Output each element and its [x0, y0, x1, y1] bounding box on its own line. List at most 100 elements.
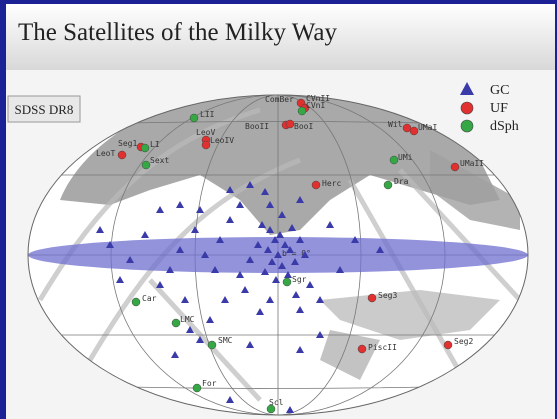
gc-marker [291, 258, 299, 265]
gc-marker [186, 326, 194, 333]
legend-gc [460, 82, 474, 95]
satellite-label: For [202, 379, 217, 388]
gc-marker [166, 266, 174, 273]
gc-marker [246, 181, 254, 188]
legend-uf [460, 101, 474, 115]
gc-marker [376, 246, 384, 253]
gc-marker [278, 262, 286, 269]
gc-marker [176, 201, 184, 208]
dsph-marker [131, 297, 141, 307]
satellite-label: UMaI [418, 123, 437, 132]
satellite-label: ComBer [265, 95, 294, 104]
satellite-label: Herc [322, 179, 341, 188]
satellite-label: LII [200, 110, 215, 119]
badge-text: SDSS DR8 [15, 102, 74, 117]
satellite-label: UMi [398, 153, 413, 162]
satellite-label: UMaII [460, 159, 484, 168]
gc-marker [296, 306, 304, 313]
gc-marker [326, 221, 334, 228]
gc-marker [292, 291, 300, 298]
gc-marker [196, 206, 204, 213]
gc-marker [278, 211, 286, 218]
gc-marker [301, 251, 309, 258]
gc-marker [226, 186, 234, 193]
gc-marker [226, 216, 234, 223]
gc-marker [206, 316, 214, 323]
satellite-label: LeoIV [210, 136, 234, 145]
gc-marker [272, 276, 280, 283]
title-bar [6, 4, 555, 70]
dsph-marker [192, 383, 202, 393]
gc-marker [236, 271, 244, 278]
gc-marker [254, 241, 262, 248]
dsph-marker [389, 155, 399, 165]
uf-marker [311, 180, 321, 190]
uf-marker [450, 162, 460, 172]
gc-marker [256, 308, 264, 315]
gc-marker [156, 206, 164, 213]
gc-marker [274, 251, 282, 258]
dsph-marker [171, 318, 181, 328]
gc-marker [171, 351, 179, 358]
legend-label: UF [490, 101, 508, 116]
badge [7, 95, 81, 123]
gc-marker [306, 281, 314, 288]
gc-marker [351, 236, 359, 243]
satellite-label: Sext [150, 156, 169, 165]
gc-marker [236, 201, 244, 208]
gc-marker [336, 266, 344, 273]
gc-marker [211, 266, 219, 273]
satellite-label: Car [142, 294, 157, 303]
satellite-label: BooII [245, 122, 269, 131]
satellite-label: LI [150, 140, 160, 149]
dsph-marker [266, 404, 276, 414]
gc-marker [201, 251, 209, 258]
gc-marker [141, 231, 149, 238]
gc-marker [268, 258, 276, 265]
gc-marker [216, 236, 224, 243]
dsph-marker [383, 180, 393, 190]
uf-marker [357, 344, 367, 354]
band-label: b = 0° [282, 249, 311, 258]
satellite-label: BooI [294, 122, 313, 131]
gc-marker [281, 241, 289, 248]
satellite-label: LeoT [96, 149, 115, 158]
dsph-marker [297, 106, 307, 116]
uf-marker [285, 119, 295, 129]
gc-marker [246, 256, 254, 263]
gc-marker [266, 226, 274, 233]
gc-marker [246, 341, 254, 348]
gc-marker [316, 331, 324, 338]
satellite-label: Scl [269, 398, 284, 407]
dsph-marker [189, 113, 199, 123]
uf-marker [367, 293, 377, 303]
satellite-label: Seg2 [454, 337, 473, 346]
uf-marker [443, 340, 453, 350]
satellite-label: Seg3 [378, 291, 397, 300]
gc-marker [258, 221, 266, 228]
satellite-label: LeoV [196, 128, 215, 137]
gc-marker [286, 406, 294, 413]
gc-marker [226, 396, 234, 403]
satellite-label: LMC [180, 315, 195, 324]
dsph-marker [141, 160, 151, 170]
uf-marker [201, 140, 211, 150]
dsph-marker [282, 277, 292, 287]
slide-title: The Satellites of the Milky Way [18, 19, 337, 46]
legend-label: dSph [490, 119, 519, 134]
gc-marker [296, 236, 304, 243]
gc-marker [264, 246, 272, 253]
gc-marker [296, 346, 304, 353]
uf-marker [409, 126, 419, 136]
legend-label: GC [490, 83, 509, 98]
legend-dsph [460, 119, 474, 133]
dsph-marker [207, 340, 217, 350]
gc-marker [196, 336, 204, 343]
gc-marker [296, 196, 304, 203]
satellite-label: Dra [394, 177, 409, 186]
gc-marker [221, 296, 229, 303]
gc-marker [241, 286, 249, 293]
gc-marker [126, 256, 134, 263]
